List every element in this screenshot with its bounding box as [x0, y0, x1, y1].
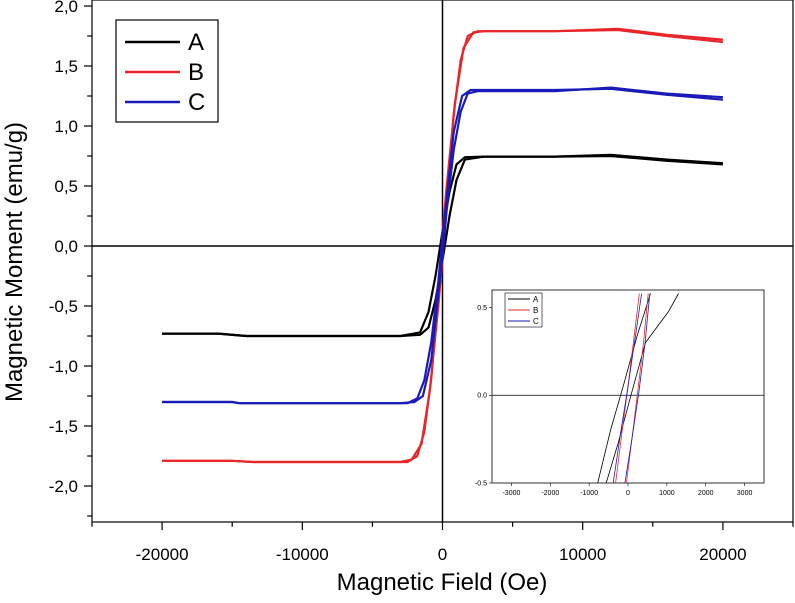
main-legend: A B C — [115, 19, 219, 123]
y-tick-label: 1,0 — [54, 117, 78, 136]
inset-series-group — [597, 293, 679, 483]
inset-series-b-branch-2 — [626, 293, 649, 483]
x-axis-ticks: -20000 -10000 0 10000 20000 — [91, 522, 794, 564]
x-tick-label: -10000 — [276, 545, 329, 564]
main-plot-area: -20000 -10000 0 10000 20000 -2,0-1,5-1,0-0,5… — [49, 0, 794, 564]
inset-x-tick-label: -2000 — [541, 490, 559, 497]
legend-label-c: C — [188, 89, 205, 116]
y-tick-label: 2,0 — [54, 0, 78, 16]
inset-x-tick-label: 0 — [626, 490, 630, 497]
inset-legend-label-c: C — [533, 317, 539, 326]
inset-y-tick-label: 0.5 — [477, 305, 487, 312]
x-tick-label: -20000 — [136, 545, 189, 564]
inset-x-tick-label: 2000 — [698, 490, 714, 497]
inset-y-tick-label: -0.5 — [475, 480, 487, 487]
inset-x-tick-label: 1000 — [659, 490, 675, 497]
inset-series-a-branch-2 — [605, 293, 679, 483]
series-c-branch-2 — [162, 87, 723, 405]
y-tick-label: 0,5 — [54, 177, 78, 196]
inset-x-tick-label: -1000 — [580, 490, 598, 497]
y-axis-ticks: -2,0 -1,5 -1,0 -0,5 0,0 0,5 1,0 1,5 2,0 — [49, 0, 92, 517]
inset-series-c-branch-1 — [612, 293, 642, 483]
inset-plot: -3000 -2000 -1000 0 1000 2000 3000 -0.50.00.5 … — [475, 288, 766, 497]
inset-x-axis-ticks: -3000 -2000 -1000 0 1000 2000 3000 — [502, 483, 752, 497]
inset-x-tick-label: 3000 — [737, 490, 753, 497]
inset-legend: A B C — [504, 292, 543, 328]
inset-series-a-branch-1 — [597, 293, 651, 483]
y-tick-label: -1,0 — [49, 357, 78, 376]
inset-legend-label-b: B — [533, 306, 538, 315]
inset-series-c-branch-2 — [624, 293, 651, 483]
inset-legend-label-a: A — [533, 295, 539, 304]
y-tick-label: -0,5 — [49, 297, 78, 316]
x-tick-label: 20000 — [699, 545, 746, 564]
inset-x-tick-label: -3000 — [502, 490, 520, 497]
y-tick-label: -1,5 — [49, 417, 78, 436]
x-axis-label: Magnetic Field (Oe) — [337, 569, 548, 596]
y-tick-label: 1,5 — [54, 57, 78, 76]
x-tick-label: 10000 — [559, 545, 606, 564]
legend-label-b: B — [188, 59, 204, 86]
main-series-group — [162, 27, 724, 464]
inset-y-axis-ticks: -0.5 0.0 0.5 — [475, 305, 492, 487]
inset-y-tick-label: 0.0 — [477, 393, 487, 400]
y-axis-label: Magnetic Moment (emu/g) — [1, 122, 28, 402]
y-tick-label: -2,0 — [49, 477, 78, 496]
y-tick-label: 0,0 — [54, 237, 78, 256]
legend-label-a: A — [188, 29, 204, 56]
x-tick-label: 0 — [438, 545, 447, 564]
